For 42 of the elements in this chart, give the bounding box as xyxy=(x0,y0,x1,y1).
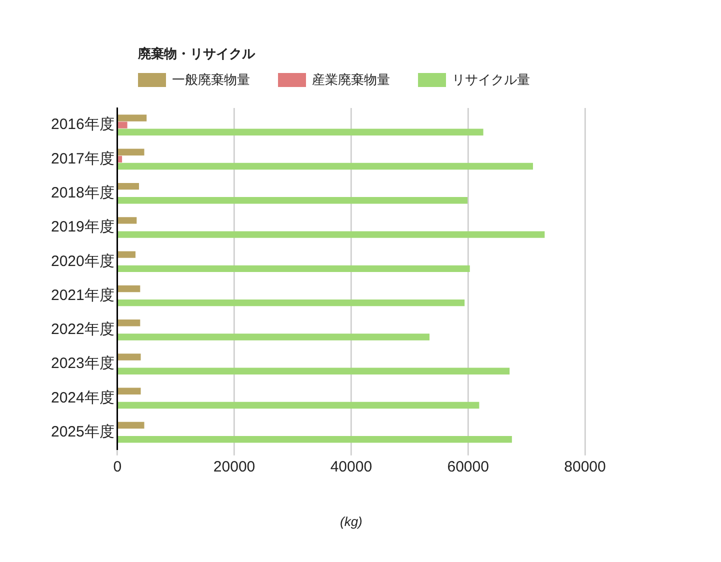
bar xyxy=(118,148,144,156)
y-tick-label: 2019年度 xyxy=(50,218,114,236)
y-tick-label: 2021年度 xyxy=(50,286,114,304)
x-tick-label: 0 xyxy=(113,458,122,476)
bar xyxy=(118,299,465,306)
y-tick-label: 2018年度 xyxy=(50,184,114,202)
y-tick-label: 2022年度 xyxy=(50,321,114,338)
x-tick-label: 40000 xyxy=(330,458,372,476)
bar xyxy=(118,265,470,272)
bar xyxy=(118,122,128,128)
bar xyxy=(118,217,137,224)
bar xyxy=(118,156,122,163)
y-tick-label: 2017年度 xyxy=(50,150,114,168)
bar xyxy=(118,285,140,292)
y-tick-label: 2023年度 xyxy=(50,355,114,372)
x-tick-label: 20000 xyxy=(213,458,256,476)
x-axis-title: (kg) xyxy=(340,514,362,529)
bar xyxy=(118,422,144,429)
bar xyxy=(118,114,147,122)
legend-label: リサイクル量 xyxy=(452,71,530,89)
y-tick-label: 2016年度 xyxy=(50,116,114,134)
legend-title: 廃棄物・リサイクル xyxy=(138,45,256,63)
x-tick-label: 80000 xyxy=(564,458,606,476)
legend-label: 産業廃棄物量 xyxy=(312,71,390,89)
bar xyxy=(118,251,136,258)
bar xyxy=(118,320,140,326)
y-tick-label: 2025年度 xyxy=(50,423,114,440)
bar xyxy=(118,388,141,394)
y-tick-label: 2020年度 xyxy=(50,252,114,270)
bar xyxy=(118,197,468,204)
bar xyxy=(118,354,141,360)
bar xyxy=(118,128,484,136)
bar xyxy=(118,436,512,443)
y-tick-label: 2024年度 xyxy=(50,389,114,406)
bar xyxy=(118,162,533,170)
x-tick-label: 60000 xyxy=(447,458,489,476)
bar xyxy=(118,231,545,238)
bar xyxy=(118,368,510,374)
bar xyxy=(118,182,139,190)
bar xyxy=(118,334,430,340)
legend-label: 一般廃棄物量 xyxy=(172,71,250,89)
bar xyxy=(118,402,480,409)
